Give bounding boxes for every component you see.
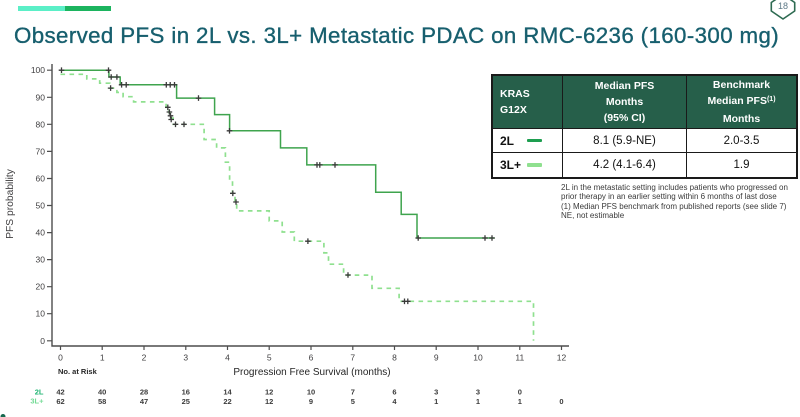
- svg-text:10: 10: [473, 353, 483, 363]
- svg-text:11: 11: [515, 353, 524, 363]
- svg-text:60: 60: [36, 174, 46, 184]
- svg-text:22: 22: [223, 397, 231, 406]
- svg-text:PFS probability: PFS probability: [5, 168, 16, 239]
- svg-text:4: 4: [392, 397, 397, 406]
- svg-text:14: 14: [223, 388, 232, 397]
- svg-text:100: 100: [31, 65, 45, 75]
- svg-text:12: 12: [557, 353, 567, 363]
- svg-text:2: 2: [142, 353, 147, 363]
- svg-text:40: 40: [98, 388, 106, 397]
- svg-text:8: 8: [392, 353, 397, 363]
- svg-text:0: 0: [559, 397, 563, 406]
- svg-text:0: 0: [518, 388, 522, 397]
- svg-text:28: 28: [140, 388, 148, 397]
- svg-text:18: 18: [778, 1, 788, 11]
- svg-text:3: 3: [476, 388, 480, 397]
- svg-text:9: 9: [434, 353, 439, 363]
- svg-text:5: 5: [351, 397, 355, 406]
- svg-text:Progression Free Survival (mon: Progression Free Survival (months): [233, 367, 390, 378]
- svg-text:58: 58: [98, 397, 106, 406]
- svg-text:90: 90: [36, 92, 46, 102]
- svg-text:4: 4: [225, 353, 230, 363]
- svg-text:1: 1: [100, 353, 105, 363]
- svg-text:20: 20: [36, 282, 46, 292]
- svg-text:6: 6: [392, 388, 396, 397]
- svg-text:3: 3: [434, 388, 438, 397]
- svg-text:0: 0: [58, 353, 63, 363]
- svg-text:50: 50: [36, 201, 46, 211]
- svg-text:9: 9: [309, 397, 313, 406]
- svg-text:62: 62: [56, 397, 64, 406]
- svg-text:12: 12: [265, 397, 273, 406]
- svg-text:10: 10: [307, 388, 315, 397]
- svg-text:1: 1: [434, 397, 438, 406]
- svg-text:40: 40: [36, 228, 46, 238]
- svg-text:16: 16: [182, 388, 190, 397]
- svg-text:5: 5: [267, 353, 272, 363]
- svg-text:6: 6: [309, 353, 314, 363]
- svg-text:2L: 2L: [35, 388, 44, 397]
- svg-text:25: 25: [182, 397, 190, 406]
- svg-text:0: 0: [40, 336, 45, 346]
- svg-text:12: 12: [265, 388, 273, 397]
- svg-text:7: 7: [351, 388, 355, 397]
- svg-text:1: 1: [518, 397, 522, 406]
- svg-text:70: 70: [36, 146, 46, 156]
- svg-text:3L+: 3L+: [30, 397, 44, 406]
- svg-text:10: 10: [36, 309, 46, 319]
- svg-text:30: 30: [36, 255, 46, 265]
- svg-text:42: 42: [56, 388, 64, 397]
- svg-text:47: 47: [140, 397, 148, 406]
- svg-text:No. at Risk: No. at Risk: [58, 367, 98, 376]
- svg-text:80: 80: [36, 119, 46, 129]
- svg-text:3: 3: [183, 353, 188, 363]
- svg-text:7: 7: [350, 353, 355, 363]
- svg-text:1: 1: [476, 397, 480, 406]
